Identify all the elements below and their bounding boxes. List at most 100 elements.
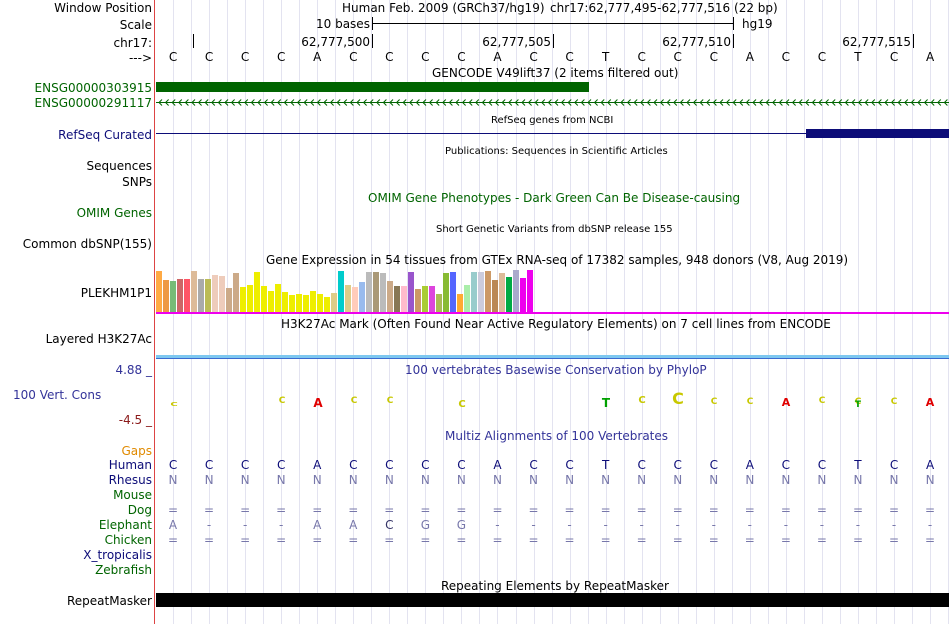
gtex-tissue-bar[interactable] [191, 271, 197, 312]
gtex-tissue-bar[interactable] [233, 273, 239, 312]
gtex-tissue-bar[interactable] [219, 276, 225, 312]
alignment-base: C [349, 458, 358, 472]
species-label-chicken[interactable]: Chicken [104, 533, 152, 547]
gtex-tissue-bar[interactable] [275, 284, 281, 312]
dbsnp-track-label[interactable]: Common dbSNP(155) [22, 237, 152, 251]
gtex-tissue-bar[interactable] [499, 273, 505, 312]
base-letter: C [709, 50, 718, 64]
gtex-tissue-bar[interactable] [457, 294, 463, 312]
alignment-base: = [600, 533, 611, 547]
gtex-tissue-bar[interactable] [184, 279, 190, 312]
gencode-gene-line[interactable] [156, 97, 949, 108]
gtex-tissue-bar[interactable] [289, 295, 295, 312]
gtex-tissue-bar[interactable] [296, 294, 302, 312]
phylop-track-label[interactable]: 100 Vert. Cons [13, 388, 102, 402]
gtex-tissue-bar[interactable] [254, 272, 260, 312]
gencode-item-label-2[interactable]: ENSG00000291117 [34, 96, 152, 110]
ruler-tick [913, 34, 914, 48]
snps-label[interactable]: SNPs [122, 175, 152, 189]
gtex-tissue-bar[interactable] [205, 279, 211, 312]
gtex-tissue-bar[interactable] [163, 280, 169, 312]
species-label-rhesus[interactable]: Rhesus [108, 473, 152, 487]
gtex-tissue-bar[interactable] [156, 271, 162, 312]
gencode-gene-block[interactable] [156, 82, 589, 92]
species-label-mouse[interactable]: Mouse [113, 488, 152, 502]
gtex-tissue-bar[interactable] [212, 275, 218, 312]
gtex-tissue-bar[interactable] [408, 272, 414, 312]
omim-track-label[interactable]: OMIM Genes [76, 206, 152, 220]
gtex-tissue-bar[interactable] [198, 279, 204, 312]
gtex-tissue-bar[interactable] [240, 287, 246, 312]
svg-text:C: C [672, 390, 684, 408]
species-label-zebrafish[interactable]: Zebrafish [95, 563, 152, 577]
base-letter: C [276, 50, 286, 64]
gtex-tissue-bar[interactable] [170, 281, 176, 312]
gtex-tissue-bar[interactable] [443, 273, 449, 312]
h3k27ac-track-title: H3K27Ac Mark (Often Found Near Active Re… [281, 317, 831, 331]
strand-chevron [607, 99, 612, 106]
alignment-base: C [529, 458, 538, 472]
gtex-tissue-bar[interactable] [387, 281, 393, 312]
h3k27ac-track-label[interactable]: Layered H3K27Ac [45, 332, 152, 346]
gtex-tissue-bar[interactable] [261, 286, 267, 312]
gtex-tissue-bar[interactable] [226, 288, 232, 312]
gtex-tissue-bar[interactable] [345, 285, 351, 312]
gtex-tissue-bar[interactable] [527, 270, 533, 312]
strand-chevron [785, 99, 790, 106]
gtex-tissue-bar[interactable] [464, 285, 470, 312]
gtex-gene-label[interactable]: PLEKHM1P1 [80, 286, 152, 300]
gtex-tissue-bar[interactable] [324, 297, 330, 312]
gtex-tissue-bar[interactable] [268, 291, 274, 312]
gtex-tissue-bar[interactable] [282, 292, 288, 312]
alignment-base: - [206, 518, 212, 532]
gtex-tissue-bar[interactable] [471, 272, 477, 312]
species-label-human[interactable]: Human [108, 458, 152, 472]
species-label-x_tropicalis[interactable]: X_tropicalis [83, 548, 152, 562]
refseq-intron-line[interactable] [156, 133, 806, 134]
gtex-tissue-bar[interactable] [338, 271, 344, 312]
gtex-tissue-bar[interactable] [429, 286, 435, 312]
species-label-dog[interactable]: Dog [127, 503, 152, 517]
omim-track-title: OMIM Gene Phenotypes - Dark Green Can Be… [368, 191, 741, 205]
gtex-tissue-bar[interactable] [478, 272, 484, 312]
gtex-tissue-bar[interactable] [352, 287, 358, 312]
refseq-exon-block[interactable] [806, 129, 949, 138]
gencode-item-label-1[interactable]: ENSG00000303915 [34, 81, 152, 95]
repeatmasker-block[interactable] [156, 593, 949, 607]
gtex-tissue-bar[interactable] [317, 294, 323, 312]
gtex-tissue-bar[interactable] [415, 289, 421, 312]
alignment-base: = [312, 533, 323, 547]
gtex-tissue-bar[interactable] [177, 279, 183, 312]
svg-text:C: C [387, 396, 394, 406]
gtex-tissue-bar[interactable] [247, 285, 253, 312]
gtex-tissue-bar[interactable] [401, 286, 407, 312]
h3k27ac-signal-band[interactable] [156, 355, 949, 358]
gtex-tissue-bar[interactable] [422, 286, 428, 312]
gtex-tissue-bar[interactable] [373, 272, 379, 312]
gtex-tissue-bar[interactable] [520, 278, 526, 312]
phylop-track-title: 100 vertebrates Basewise Conservation by… [405, 363, 707, 377]
gtex-tissue-bar[interactable] [436, 294, 442, 312]
gtex-tissue-bar[interactable] [394, 286, 400, 312]
gtex-tissue-bar[interactable] [506, 277, 512, 312]
gtex-tissue-bar[interactable] [359, 282, 365, 312]
sequences-label[interactable]: Sequences [86, 159, 152, 173]
gtex-tissue-bar[interactable] [380, 273, 386, 312]
gtex-tissue-bar[interactable] [450, 272, 456, 312]
gtex-tissue-bar[interactable] [513, 270, 519, 312]
gtex-tissue-bar[interactable] [303, 295, 309, 312]
gtex-tissue-bar[interactable] [331, 293, 337, 312]
alignment-base: - [242, 518, 248, 532]
gtex-tissue-bar[interactable] [310, 291, 316, 312]
refseq-track-label[interactable]: RefSeq Curated [58, 128, 152, 142]
gtex-tissue-bar[interactable] [492, 280, 498, 312]
repeatmasker-track-label[interactable]: RepeatMasker [66, 594, 152, 608]
gtex-tissue-bar[interactable] [485, 271, 491, 312]
assembly-db-label: hg19 [742, 17, 773, 31]
species-label-elephant[interactable]: Elephant [98, 518, 152, 532]
strand-chevron [178, 99, 183, 106]
gtex-tissue-bar[interactable] [366, 272, 372, 312]
strand-chevron [481, 99, 486, 106]
phylop-logo[interactable]: C C A C C C T C C C C A C C T C A [156, 390, 949, 414]
alignment-base: = [564, 533, 575, 547]
